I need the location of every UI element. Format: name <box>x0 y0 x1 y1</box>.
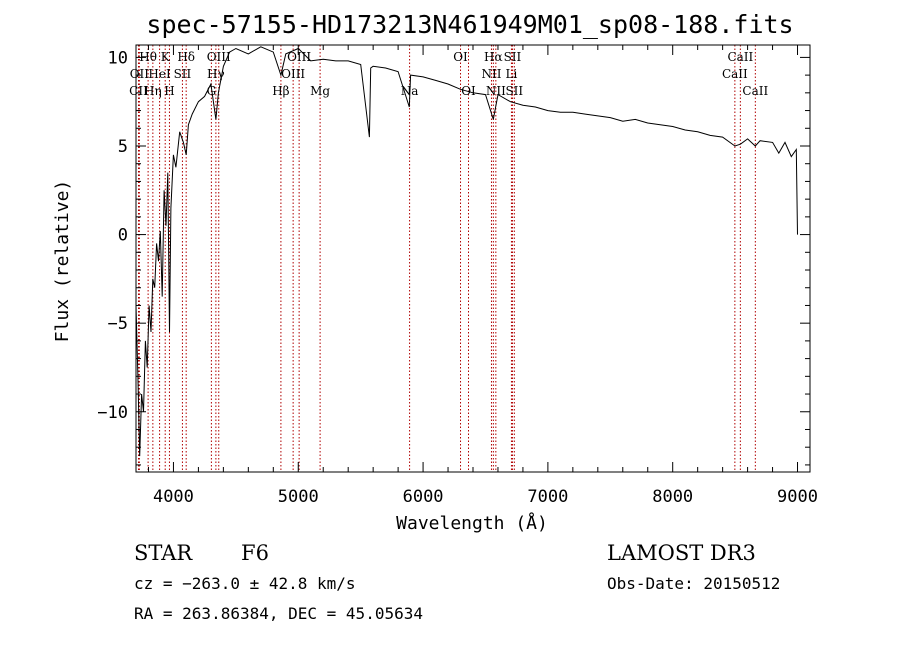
x-tick-label: 8000 <box>652 487 693 507</box>
spectral-line-label: Hα <box>484 50 503 64</box>
spectral-line-label: K <box>161 50 171 64</box>
spectral-line-label: Li <box>506 67 518 81</box>
x-tick-label: 9000 <box>777 487 818 507</box>
spectral-line-label: OIII <box>207 50 231 64</box>
y-axis-ticks: −10 −5 0 5 10 <box>97 48 810 466</box>
spectral-line-label: Hβ <box>272 84 289 98</box>
spectral-line-label: Hγ <box>207 67 225 81</box>
obs-date: Obs-Date: 20150512 <box>607 574 780 593</box>
spectrum-line <box>135 46 798 457</box>
spectral-line-label: Mg <box>310 84 330 98</box>
spectral-line-label: OI <box>461 84 476 98</box>
spectral-line-label: OIII <box>287 50 311 64</box>
y-tick-label: 5 <box>118 137 128 157</box>
spectral-line-markers <box>137 45 756 472</box>
subclass: F6 <box>241 541 269 565</box>
velocity-readout: cz = −263.0 ± 42.8 km/s <box>134 574 356 593</box>
y-tick-label: 10 <box>108 48 128 68</box>
spectral-line-label: NII <box>481 67 501 81</box>
coordinates: RA = 263.86384, DEC = 45.05634 <box>134 604 423 623</box>
chart-title: spec-57155-HD173213N461949M01_sp08-188.f… <box>146 10 793 39</box>
x-tick-label: 4000 <box>153 487 194 507</box>
x-axis-label: Wavelength (Å) <box>396 512 548 534</box>
x-tick-label: 7000 <box>527 487 568 507</box>
spectral-line-label: CII <box>129 84 148 98</box>
spectral-line-label: SII <box>505 84 523 98</box>
spectral-line-label: SII <box>174 67 192 81</box>
x-tick-label: 5000 <box>278 487 319 507</box>
spectral-line-label: CaII <box>722 67 748 81</box>
x-axis-ticks: 4000 5000 6000 7000 8000 9000 <box>147 45 818 507</box>
y-tick-label: −5 <box>108 314 128 334</box>
spectral-line-label: SII <box>504 50 522 64</box>
spectral-line-label: OIII <box>281 67 305 81</box>
y-tick-label: 0 <box>118 226 128 246</box>
spectral-line-label: Hδ <box>177 50 195 64</box>
spectral-line-label: OI <box>453 50 468 64</box>
y-axis-label: Flux (relative) <box>52 180 73 343</box>
object-class: STAR <box>134 541 193 565</box>
spectral-line-label: HeI <box>148 67 171 81</box>
x-tick-label: 6000 <box>403 487 444 507</box>
spectral-line-label: CaII <box>742 84 768 98</box>
spectral-line-label: OII <box>130 67 150 81</box>
spectral-line-label: NII <box>486 84 506 98</box>
spectral-line-label: Hθ <box>139 50 157 64</box>
plot-frame <box>135 44 811 473</box>
y-tick-label: −10 <box>97 403 128 423</box>
spectral-line-label: H <box>164 84 174 98</box>
survey-name: LAMOST DR3 <box>607 541 756 565</box>
spectral-line-label: Hη <box>144 84 162 98</box>
spectral-line-label: CaII <box>727 50 753 64</box>
